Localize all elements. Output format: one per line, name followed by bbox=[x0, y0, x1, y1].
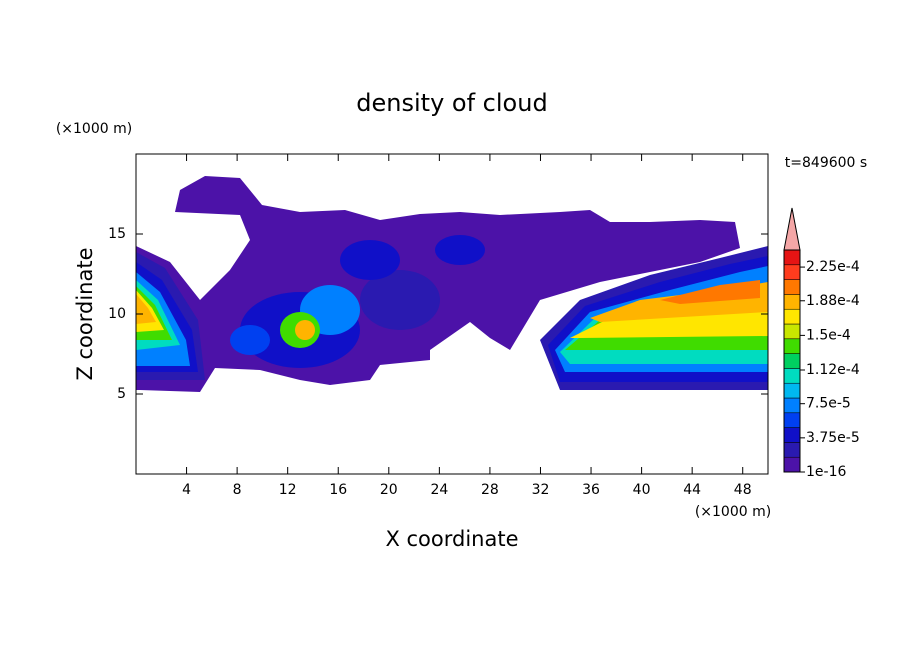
colorbar-band bbox=[783, 456, 801, 473]
colorbar-label: 3.75e-5 bbox=[806, 430, 860, 446]
cloud-region bbox=[570, 310, 768, 338]
x-axis-label: X coordinate bbox=[385, 527, 518, 551]
colorbar-band bbox=[783, 397, 801, 414]
cloud-region bbox=[360, 270, 440, 330]
y-unit: (×1000 m) bbox=[56, 121, 132, 137]
colorbar-label: 1.12e-4 bbox=[806, 362, 860, 378]
x-tick-label: 8 bbox=[233, 482, 242, 498]
colorbar-band bbox=[783, 353, 801, 369]
colorbar-band bbox=[783, 294, 801, 310]
colorbar-label: 7.5e-5 bbox=[806, 396, 851, 412]
colorbar-band bbox=[783, 427, 801, 443]
colorbar-label: 1.5e-4 bbox=[806, 327, 851, 343]
x-tick-label: 28 bbox=[481, 482, 499, 498]
colorbar-label: 1e-16 bbox=[806, 464, 846, 480]
cloud-region bbox=[230, 325, 270, 355]
colorbar-band bbox=[783, 442, 801, 458]
contour-field bbox=[136, 176, 768, 392]
cloud-region bbox=[340, 240, 400, 280]
y-tick-label: 5 bbox=[117, 386, 126, 402]
x-tick-label: 4 bbox=[182, 482, 191, 498]
chart-title: density of cloud bbox=[356, 89, 547, 117]
y-tick-label: 15 bbox=[108, 226, 126, 242]
x-tick-label: 36 bbox=[582, 482, 600, 498]
cloud-region bbox=[295, 320, 315, 340]
colorbar-band bbox=[783, 308, 801, 325]
colorbar-band bbox=[783, 249, 801, 266]
x-tick-label: 24 bbox=[430, 482, 448, 498]
x-tick-label: 44 bbox=[683, 482, 701, 498]
colorbar-frame bbox=[783, 249, 801, 473]
x-tick-label: 48 bbox=[734, 482, 752, 498]
colorbar-label: 1.88e-4 bbox=[806, 293, 860, 309]
cloud-region bbox=[136, 294, 156, 324]
x-tick-label: 40 bbox=[633, 482, 651, 498]
colorbar-label: 2.25e-4 bbox=[806, 259, 860, 275]
cloud-region bbox=[660, 280, 760, 304]
cloud-region bbox=[435, 235, 485, 265]
colorbar-band bbox=[783, 368, 801, 384]
colorbar-band bbox=[783, 279, 801, 295]
x-tick-label: 20 bbox=[380, 482, 398, 498]
colorbar-band bbox=[783, 323, 801, 340]
colorbar-extend bbox=[783, 207, 801, 251]
colorbar-band bbox=[783, 338, 801, 354]
x-tick-label: 12 bbox=[279, 482, 297, 498]
colorbar-band bbox=[783, 412, 801, 428]
time-annotation: t=849600 s bbox=[785, 155, 867, 171]
y-axis-label: Z coordinate bbox=[73, 247, 97, 380]
colorbar-band bbox=[783, 264, 801, 280]
x-tick-label: 32 bbox=[532, 482, 550, 498]
colorbar-band bbox=[783, 382, 801, 399]
x-tick-label: 16 bbox=[329, 482, 347, 498]
y-tick-label: 10 bbox=[108, 306, 126, 322]
x-unit: (×1000 m) bbox=[695, 504, 771, 520]
